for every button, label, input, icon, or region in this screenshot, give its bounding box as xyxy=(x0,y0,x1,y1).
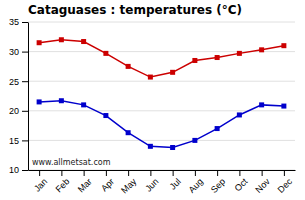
x-tick: Sep xyxy=(209,170,227,195)
x-tick-mark xyxy=(150,170,151,176)
series-marker xyxy=(237,112,242,117)
y-tick: 20 xyxy=(9,106,28,116)
y-tick-mark xyxy=(22,22,28,23)
x-tick-label: Aug xyxy=(187,176,205,194)
x-tick-mark xyxy=(128,170,129,176)
series-marker xyxy=(259,102,264,107)
series-marker xyxy=(103,113,108,118)
x-tick: May xyxy=(119,170,138,196)
x-tick-mark xyxy=(217,170,218,176)
x-tick: Aug xyxy=(187,170,205,195)
series-marker xyxy=(59,98,64,103)
y-axis: 10 15 20 25 30 35 xyxy=(9,17,29,175)
x-tick: Feb xyxy=(54,170,72,194)
x-tick: Jun xyxy=(143,170,160,194)
series-marker xyxy=(126,64,131,69)
y-tick: 15 xyxy=(9,136,28,146)
x-tick-mark xyxy=(284,170,285,176)
x-tick: Oct xyxy=(233,170,250,193)
grid-line xyxy=(28,22,295,23)
series-marker xyxy=(259,47,264,52)
series-marker xyxy=(103,51,108,56)
x-tick-mark xyxy=(39,170,40,176)
x-tick: Nov xyxy=(253,170,272,195)
x-tick-label: Nov xyxy=(253,176,272,195)
series-marker xyxy=(281,43,286,48)
x-axis: Jan FebMar AprMay Jun Jul AugSep OctNovDec xyxy=(29,170,296,196)
plot: 10 15 20 25 30 35 Jan FebMar AprMay Jun Jul AugSep O… xyxy=(9,17,296,195)
x-tick: Jul xyxy=(168,170,183,192)
series-marker xyxy=(37,40,42,45)
x-tick-label: Feb xyxy=(54,176,72,194)
y-tick-label: 15 xyxy=(9,136,19,146)
y-tick-mark xyxy=(22,81,28,82)
annotation: www.allmetsat.com xyxy=(32,158,111,167)
x-tick: Jan xyxy=(32,170,49,194)
y-tick-label: 35 xyxy=(9,17,19,27)
x-tick-mark xyxy=(106,170,107,176)
x-tick-label: Jan xyxy=(32,176,49,193)
grid-line xyxy=(28,110,295,111)
grid xyxy=(28,22,295,170)
series-marker xyxy=(281,104,286,109)
y-tick-label: 30 xyxy=(9,47,19,57)
x-tick-label: Jun xyxy=(143,176,160,193)
series-marker xyxy=(126,130,131,135)
x-tick: Mar xyxy=(76,170,94,194)
y-tick-mark xyxy=(22,52,28,53)
x-tick: Apr xyxy=(99,170,116,193)
x-tick: Dec xyxy=(276,170,295,195)
series-marker xyxy=(215,55,220,60)
x-axis-line xyxy=(29,170,296,171)
y-tick-mark xyxy=(22,111,28,112)
series-marker xyxy=(81,102,86,107)
chart: 10 15 20 25 30 35 Jan FebMar AprMay Jun Jul AugSep O… xyxy=(0,0,305,200)
x-tick-label: Mar xyxy=(76,176,94,194)
x-tick-mark xyxy=(173,170,174,176)
x-tick-label: Apr xyxy=(99,176,116,193)
x-tick-label: Dec xyxy=(276,176,295,195)
series-marker xyxy=(192,58,197,63)
x-tick-label: Jul xyxy=(168,176,183,191)
title: Cataguases : temperatures (°C) xyxy=(28,3,242,17)
y-tick-label: 20 xyxy=(9,106,19,116)
x-tick-label: May xyxy=(119,176,138,195)
y-tick-label: 25 xyxy=(9,77,19,87)
x-tick-label: Sep xyxy=(209,176,227,194)
x-tick-mark xyxy=(61,170,62,176)
series-marker xyxy=(192,138,197,143)
x-tick-mark xyxy=(239,170,240,176)
grid-line xyxy=(28,170,295,171)
y-tick: 30 xyxy=(9,47,28,57)
x-tick-mark xyxy=(195,170,196,176)
series-marker xyxy=(215,126,220,131)
y-tick-mark xyxy=(22,170,28,171)
y-tick-mark xyxy=(22,140,28,141)
series-marker xyxy=(148,75,153,80)
y-tick: 10 xyxy=(9,165,28,175)
series-marker xyxy=(59,37,64,42)
series-group xyxy=(37,37,287,150)
y-tick: 35 xyxy=(9,17,28,27)
x-tick-mark xyxy=(262,170,263,176)
grid-line xyxy=(28,81,295,82)
series-marker xyxy=(37,99,42,104)
series-marker xyxy=(170,70,175,75)
series-marker xyxy=(148,144,153,149)
x-tick-mark xyxy=(84,170,85,176)
y-axis-line xyxy=(28,23,29,171)
series-marker xyxy=(170,145,175,150)
series-line xyxy=(39,101,284,148)
x-tick-label: Oct xyxy=(233,176,250,193)
series-line xyxy=(39,40,284,77)
y-tick-label: 10 xyxy=(9,165,19,175)
y-tick: 25 xyxy=(9,77,28,87)
grid-line xyxy=(28,140,295,141)
series-marker xyxy=(237,51,242,56)
series-marker xyxy=(81,39,86,44)
